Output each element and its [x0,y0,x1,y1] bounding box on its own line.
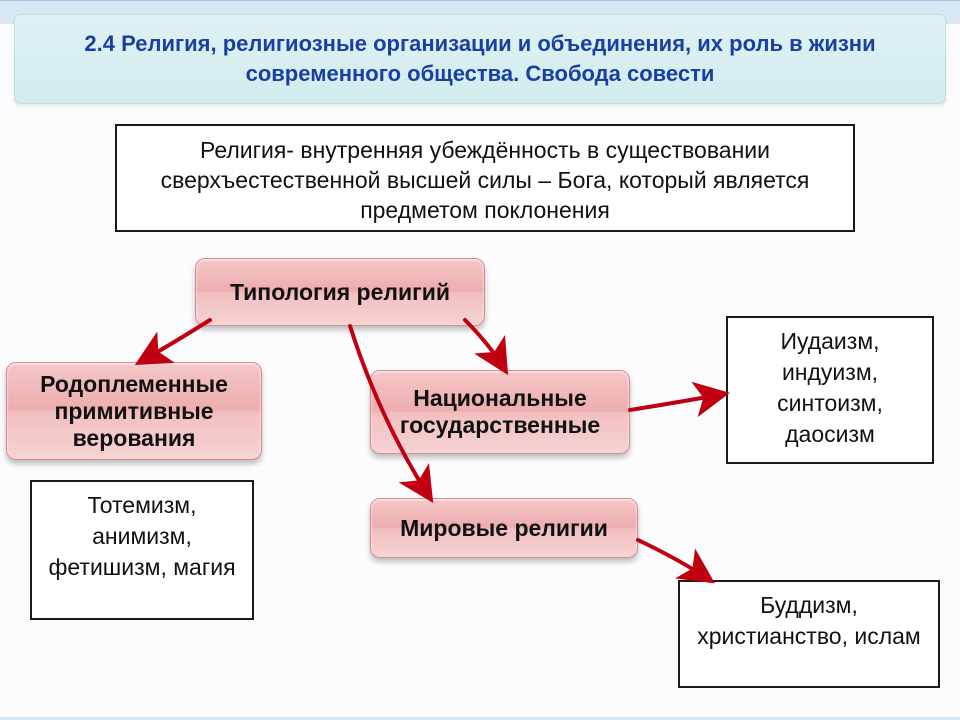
definition-text: Религия- внутренняя убеждённость в сущес… [161,137,810,223]
slide-title: 2.4 Религия, религиозные организации и о… [55,29,905,88]
node-national: Национальные государственные [370,370,630,454]
node-world: Мировые религии [370,498,638,558]
node-label: Родоплеменные примитивные верования [17,371,251,452]
arrow-world-to-world_examples [638,540,710,580]
slide-title-panel: 2.4 Религия, религиозные организации и о… [14,14,946,104]
arrow-root-to-tribal [140,320,210,362]
node-label: Мировые религии [400,515,608,542]
definition-box: Религия- внутренняя убеждённость в сущес… [115,124,855,232]
examples-text: Тотемизм, анимизм, фетишизм, магия [48,492,235,580]
examples-world: Буддизм, христианство, ислам [678,580,940,688]
node-typology-root: Типология религий [195,258,485,326]
node-tribal: Родоплеменные примитивные верования [6,362,262,460]
arrow-root-to-national [465,320,505,370]
examples-text: Буддизм, христианство, ислам [697,592,920,649]
node-label: Типология религий [230,279,450,306]
examples-tribal: Тотемизм, анимизм, фетишизм, магия [30,480,254,620]
node-label: Национальные государственные [381,385,619,439]
arrow-national-to-national_examples [630,394,724,410]
examples-national: Иудаизм, индуизм, синтоизм, даосизм [726,316,934,464]
examples-text: Иудаизм, индуизм, синтоизм, даосизм [777,328,883,447]
